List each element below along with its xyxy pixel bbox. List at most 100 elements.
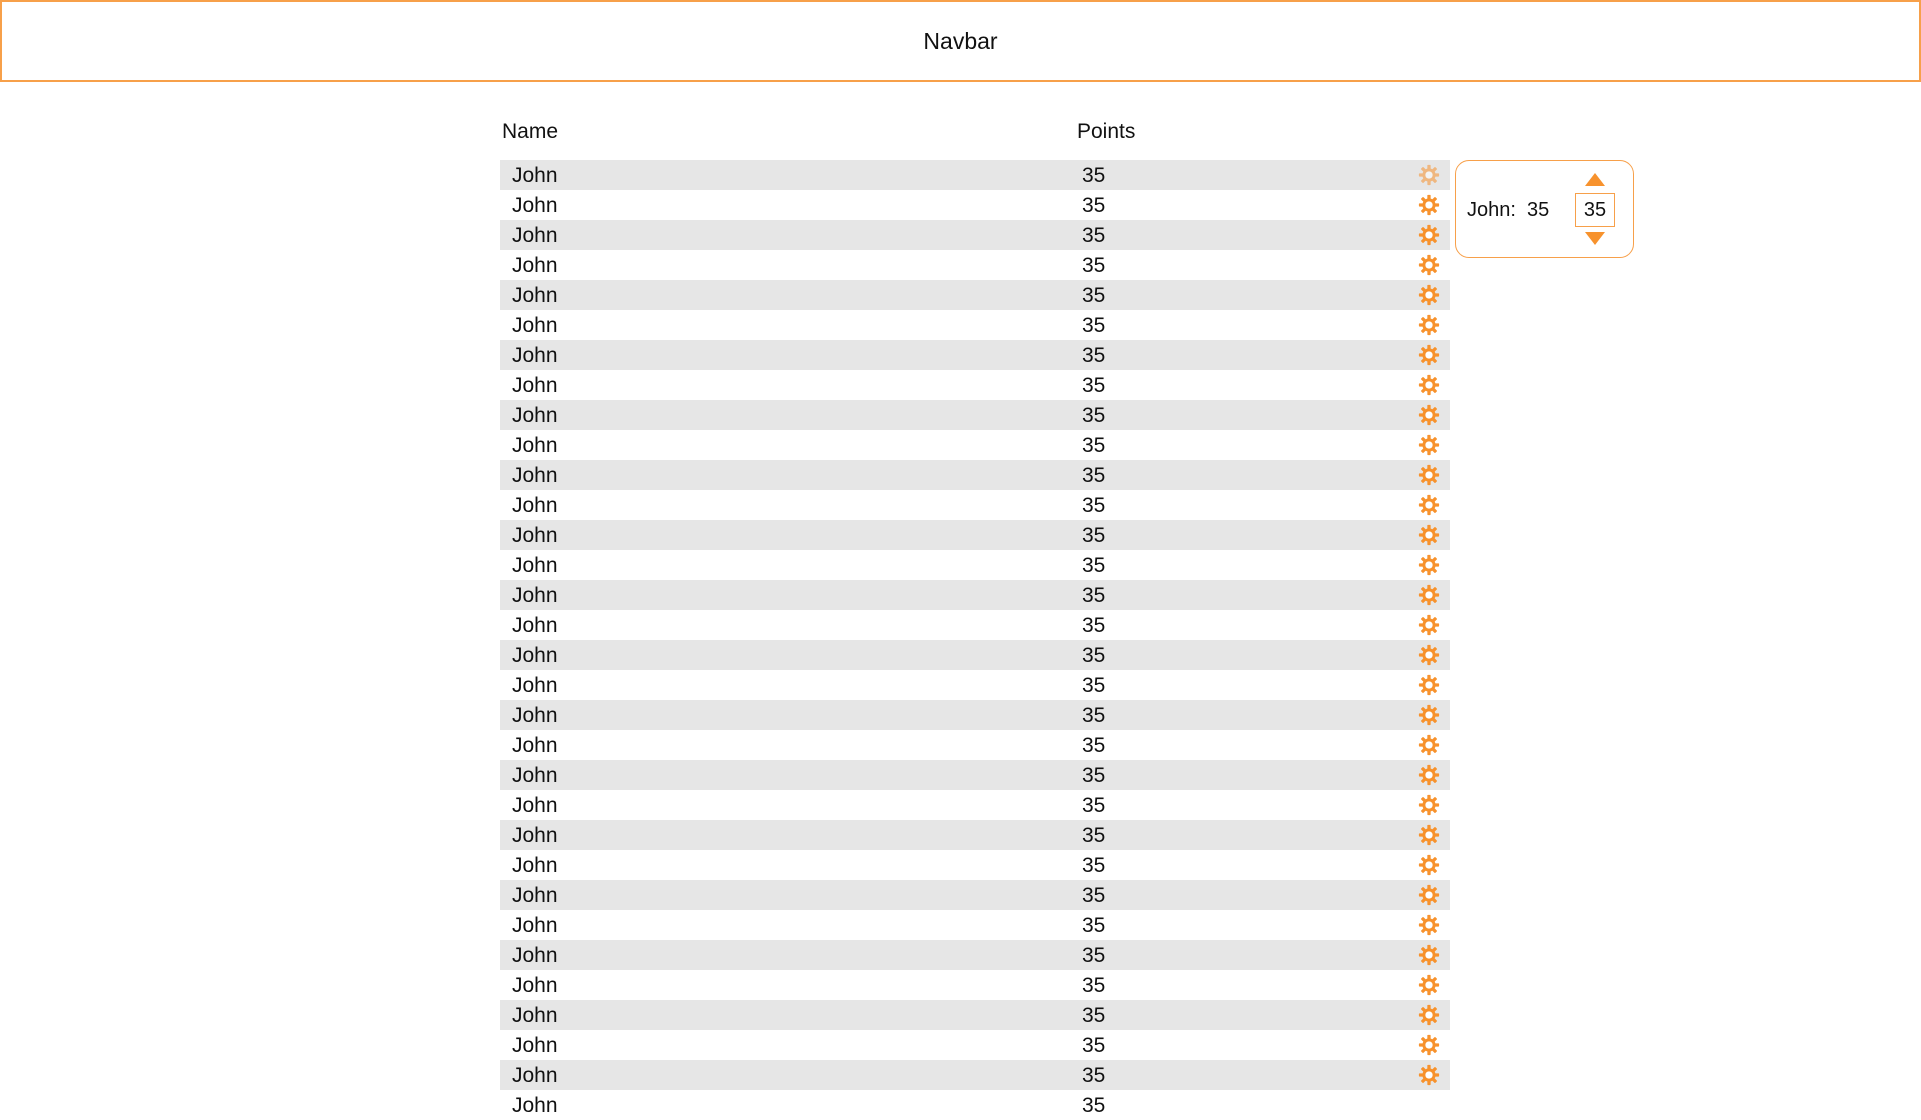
popover-current-points: 35: [1527, 199, 1550, 221]
gear-icon[interactable]: [1418, 884, 1440, 906]
gear-icon[interactable]: [1418, 434, 1440, 456]
gear-icon[interactable]: [1418, 524, 1440, 546]
row-points: 35: [1082, 734, 1106, 757]
gear-icon[interactable]: [1418, 374, 1440, 396]
column-header-points: Points: [1077, 120, 1136, 143]
row-points: 35: [1082, 944, 1106, 967]
gear-icon[interactable]: [1418, 1004, 1440, 1026]
points-stepper-input[interactable]: 35: [1575, 193, 1615, 227]
navbar: Navbar: [0, 0, 1921, 82]
row-points: 35: [1082, 1004, 1106, 1027]
row-points: 35: [1082, 764, 1106, 787]
table-row: John 35: [500, 430, 1450, 460]
gear-icon[interactable]: [1418, 614, 1440, 636]
row-name: John: [512, 1004, 558, 1027]
row-name: John: [512, 974, 558, 997]
table-row: John 35: [500, 400, 1450, 430]
edit-points-popover: John: 35 35: [1455, 160, 1634, 258]
row-points: 35: [1082, 704, 1106, 727]
table-row: John 35: [500, 280, 1450, 310]
table-row: John 35: [500, 520, 1450, 550]
row-points: 35: [1082, 824, 1106, 847]
navbar-title: Navbar: [923, 27, 998, 54]
gear-icon[interactable]: [1418, 764, 1440, 786]
table-row: John 35: [500, 1090, 1450, 1120]
row-name: John: [512, 644, 558, 667]
row-name: John: [512, 1034, 558, 1057]
row-points: 35: [1082, 854, 1106, 877]
gear-icon[interactable]: [1418, 494, 1440, 516]
table-row: John 35: [500, 640, 1450, 670]
gear-icon[interactable]: [1418, 794, 1440, 816]
row-points: 35: [1082, 674, 1106, 697]
row-points: 35: [1082, 284, 1106, 307]
table-row: John 35: [500, 700, 1450, 730]
table-row: John 35: [500, 490, 1450, 520]
row-points: 35: [1082, 644, 1106, 667]
triangle-down-icon[interactable]: [1585, 232, 1605, 245]
gear-icon[interactable]: [1418, 344, 1440, 366]
table-row: John 35: [500, 310, 1450, 340]
gear-icon[interactable]: [1418, 674, 1440, 696]
table-row: John 35: [500, 580, 1450, 610]
row-name: John: [512, 1064, 558, 1087]
table-row: John 35: [500, 820, 1450, 850]
gear-icon[interactable]: [1418, 1064, 1440, 1086]
gear-icon[interactable]: [1418, 164, 1440, 186]
gear-icon[interactable]: [1418, 974, 1440, 996]
table-row: John 35: [500, 1000, 1450, 1030]
gear-icon[interactable]: [1418, 404, 1440, 426]
gear-icon[interactable]: [1418, 944, 1440, 966]
row-name: John: [512, 374, 558, 397]
row-name: John: [512, 794, 558, 817]
row-name: John: [512, 884, 558, 907]
row-points: 35: [1082, 884, 1106, 907]
gear-icon[interactable]: [1418, 254, 1440, 276]
row-points: 35: [1082, 224, 1106, 247]
table-header: Name Points: [500, 112, 1450, 150]
gear-icon[interactable]: [1418, 1034, 1440, 1056]
table-row: John 35: [500, 880, 1450, 910]
gear-icon[interactable]: [1418, 194, 1440, 216]
row-name: John: [512, 674, 558, 697]
table-row: John 35: [500, 190, 1450, 220]
row-name: John: [512, 944, 558, 967]
gear-icon[interactable]: [1418, 554, 1440, 576]
gear-icon[interactable]: [1418, 314, 1440, 336]
gear-icon[interactable]: [1418, 854, 1440, 876]
row-points: 35: [1082, 194, 1106, 217]
row-name: John: [512, 494, 558, 517]
gear-icon[interactable]: [1418, 644, 1440, 666]
table-row: John 35: [500, 790, 1450, 820]
gear-icon[interactable]: [1418, 284, 1440, 306]
row-name: John: [512, 554, 558, 577]
table-row: John 35: [500, 670, 1450, 700]
gear-icon[interactable]: [1418, 224, 1440, 246]
row-points: 35: [1082, 1034, 1106, 1057]
table-row: John 35: [500, 760, 1450, 790]
table-row: John 35: [500, 610, 1450, 640]
table-row: John 35: [500, 370, 1450, 400]
row-name: John: [512, 314, 558, 337]
table-row: John 35: [500, 850, 1450, 880]
row-name: John: [512, 824, 558, 847]
gear-icon[interactable]: [1418, 464, 1440, 486]
table-row: John 35: [500, 970, 1450, 1000]
column-header-name: Name: [502, 120, 559, 143]
triangle-up-icon[interactable]: [1585, 173, 1605, 186]
row-name: John: [512, 344, 558, 367]
gear-icon[interactable]: [1418, 584, 1440, 606]
row-name: John: [512, 434, 558, 457]
gear-icon[interactable]: [1418, 824, 1440, 846]
gear-icon[interactable]: [1418, 734, 1440, 756]
gear-icon[interactable]: [1418, 704, 1440, 726]
row-name: John: [512, 404, 558, 427]
row-name: John: [512, 254, 558, 277]
row-points: 35: [1082, 464, 1106, 487]
row-name: John: [512, 194, 558, 217]
gear-icon[interactable]: [1418, 914, 1440, 936]
row-points: 35: [1082, 914, 1106, 937]
table-row: John 35: [500, 910, 1450, 940]
row-name: John: [512, 224, 558, 247]
points-stepper-value[interactable]: 35: [1583, 198, 1607, 221]
